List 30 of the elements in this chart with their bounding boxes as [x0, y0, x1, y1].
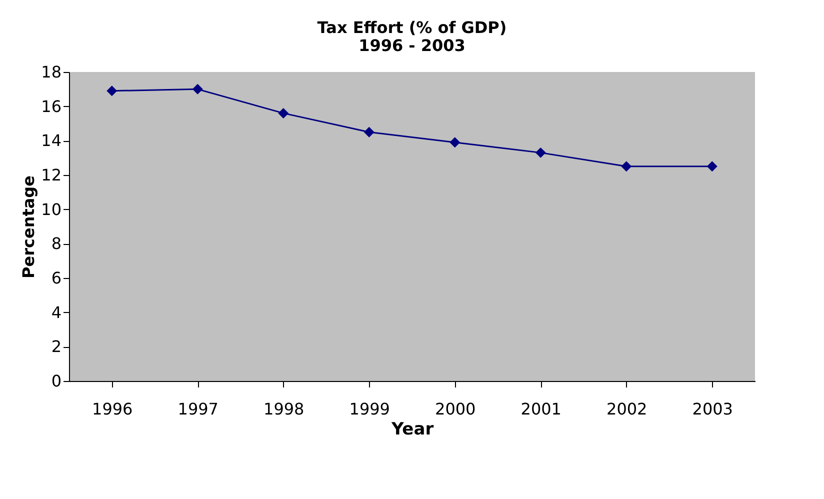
x-axis-title: Year [390, 420, 434, 440]
x-tick-label: 2001 [520, 400, 562, 418]
point [621, 161, 632, 172]
x-tick-label: 1997 [178, 400, 218, 418]
point [535, 147, 546, 158]
x-tick-label: 1996 [92, 400, 133, 418]
point [106, 86, 118, 96]
y-tick-label: 2 [51, 337, 62, 356]
y-tick-label: 16 [41, 96, 62, 116]
x-tick-label: 2003 [692, 400, 733, 418]
y-tick-label: 0 [51, 372, 62, 390]
y-tick-label: 12 [41, 166, 62, 184]
point [278, 108, 289, 118]
y-tick-label: 4 [51, 302, 62, 322]
point [450, 137, 460, 148]
point [706, 161, 718, 172]
y-tick-label: 10 [41, 200, 62, 219]
y-tick-label: 8 [51, 234, 62, 254]
x-tick-label: 2002 [606, 400, 648, 418]
point [364, 126, 374, 138]
text: 1996 - 2003 [358, 36, 466, 55]
text: Tax Effort (% of GDP) [317, 18, 507, 37]
x-tick-label: 1998 [264, 400, 304, 418]
y-tick-label: 6 [51, 268, 62, 288]
x-tick-label: 2000 [435, 400, 476, 418]
y-tick-label: 14 [41, 131, 62, 150]
y-axis-title: Percentage [19, 175, 38, 278]
point [192, 84, 203, 94]
x-tick-label: 1999 [349, 400, 390, 418]
y-tick-label: 18 [41, 62, 62, 82]
